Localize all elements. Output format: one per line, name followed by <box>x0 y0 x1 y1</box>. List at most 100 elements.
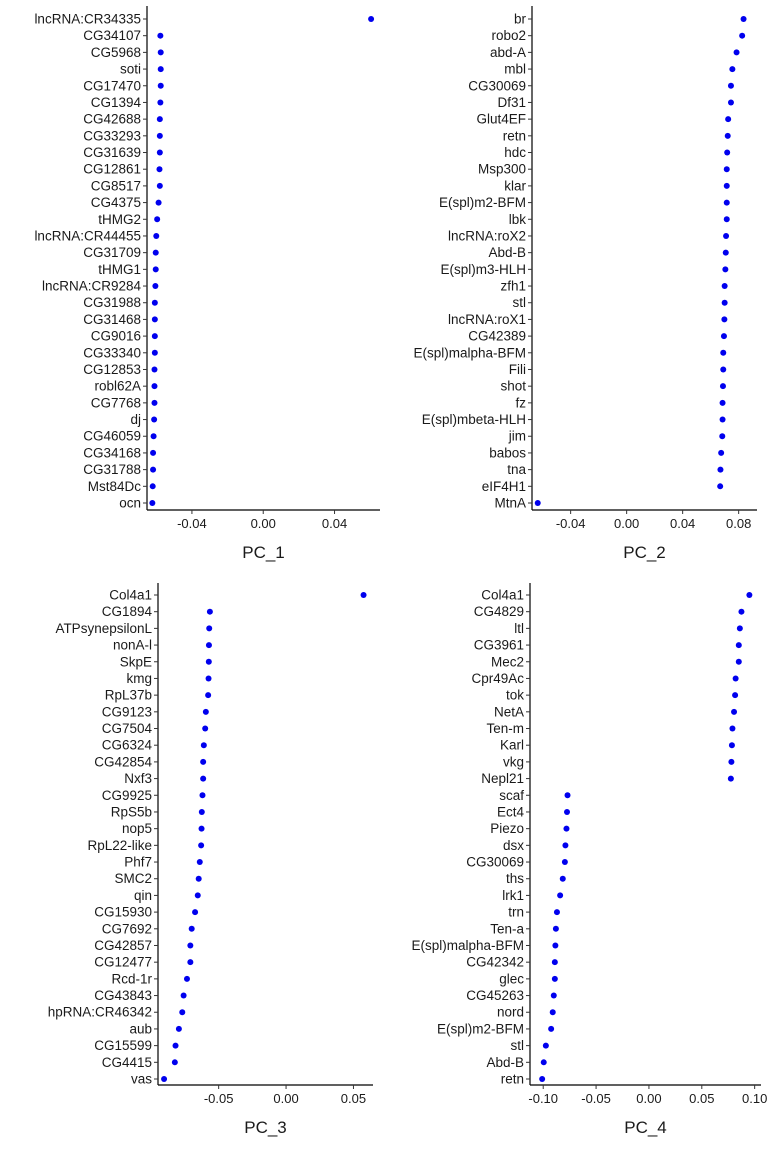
gene-label: CG9925 <box>102 788 152 803</box>
gene-label: retn <box>503 128 526 143</box>
data-point <box>180 992 187 999</box>
data-point <box>562 842 569 849</box>
gene-label: CG31639 <box>83 145 141 160</box>
data-point <box>719 383 726 390</box>
gene-label: CG30069 <box>466 855 524 870</box>
data-point <box>202 708 209 715</box>
data-point <box>723 199 730 206</box>
data-point <box>152 283 159 290</box>
gene-label: abd-A <box>490 45 526 60</box>
data-point <box>727 99 734 106</box>
data-point <box>157 99 164 106</box>
gene-label: hdc <box>504 145 526 160</box>
x-tick-label: 0.00 <box>273 1091 298 1106</box>
gene-label: retn <box>501 1072 524 1087</box>
data-point <box>746 592 753 598</box>
gene-label: aub <box>129 1021 152 1036</box>
data-point <box>200 758 207 765</box>
gene-label: jim <box>508 429 526 444</box>
data-point <box>155 199 162 206</box>
data-point <box>740 16 747 22</box>
gene-label: Glut4EF <box>476 112 526 127</box>
data-point <box>552 942 559 949</box>
gene-label: nonA-l <box>113 638 152 653</box>
gene-label: lbk <box>509 212 527 227</box>
x-tick-label: -0.04 <box>177 516 207 531</box>
data-point <box>157 82 164 89</box>
gene-label: shot <box>500 379 526 394</box>
data-point <box>200 775 207 782</box>
data-point <box>564 792 571 799</box>
data-point <box>206 625 213 632</box>
data-point <box>196 859 203 866</box>
data-point <box>723 232 730 239</box>
data-point <box>542 1042 549 1049</box>
gene-label: CG12861 <box>83 162 141 177</box>
gene-label: CG46059 <box>83 429 141 444</box>
data-point <box>717 483 724 490</box>
data-point <box>206 608 213 615</box>
gene-label: CG7692 <box>102 921 152 936</box>
x-tick-label: -0.04 <box>556 516 586 531</box>
data-point <box>149 500 156 506</box>
data-point <box>205 692 212 699</box>
data-point <box>721 299 728 306</box>
gene-label: trn <box>508 905 524 920</box>
data-point <box>539 1076 546 1082</box>
gene-label: CG31709 <box>83 245 141 260</box>
data-point <box>731 708 738 715</box>
data-point <box>540 1059 547 1066</box>
data-point <box>736 625 743 632</box>
data-point <box>151 349 158 356</box>
x-tick-label: 0.04 <box>322 516 347 531</box>
gene-label: tok <box>506 688 524 703</box>
data-point <box>723 216 730 223</box>
gene-label: RpL22-like <box>87 838 152 853</box>
gene-label: CG34168 <box>83 445 141 460</box>
gene-label: E(spl)m3-HLH <box>440 262 526 277</box>
gene-label: CG7768 <box>91 395 141 410</box>
gene-label: Col4a1 <box>481 588 524 603</box>
gene-label: tna <box>507 462 526 477</box>
data-point <box>151 333 158 340</box>
data-point <box>721 316 728 323</box>
gene-label: CG8517 <box>91 178 141 193</box>
gene-label: RpS5b <box>111 804 152 819</box>
gene-label: Cpr49Ac <box>471 671 524 686</box>
x-tick-label: 0.08 <box>726 516 751 531</box>
gene-label: E(spl)malpha-BFM <box>411 938 524 953</box>
x-tick-label: 0.04 <box>670 516 695 531</box>
gene-label: Piezo <box>490 821 524 836</box>
data-point <box>717 466 724 473</box>
data-point <box>729 725 736 732</box>
x-axis-title: PC_4 <box>624 1118 667 1137</box>
data-point <box>732 692 739 699</box>
data-point <box>549 1009 556 1016</box>
gene-label: ltl <box>514 621 524 636</box>
gene-label: CG43843 <box>94 988 152 1003</box>
data-point <box>718 449 725 456</box>
data-point <box>722 266 729 273</box>
gene-label: babos <box>489 445 526 460</box>
data-point <box>194 892 201 899</box>
data-point <box>157 66 164 73</box>
data-point <box>151 399 158 406</box>
gene-label: glec <box>499 971 524 986</box>
data-point <box>156 132 163 139</box>
gene-label: ths <box>506 871 524 886</box>
data-point <box>719 416 726 423</box>
data-point <box>719 399 726 406</box>
gene-label: eIF4H1 <box>482 479 526 494</box>
x-tick-label: 0.00 <box>614 516 639 531</box>
gene-label: ATPsynepsilonL <box>55 621 152 636</box>
data-point <box>735 642 742 649</box>
x-axis-title: PC_1 <box>242 543 285 562</box>
gene-label: br <box>514 12 527 27</box>
gene-label: CG4415 <box>102 1055 152 1070</box>
data-point <box>172 1042 179 1049</box>
gene-label: SMC2 <box>114 871 152 886</box>
gene-label: tHMG1 <box>98 262 141 277</box>
data-point <box>151 416 158 423</box>
data-point <box>724 132 731 139</box>
